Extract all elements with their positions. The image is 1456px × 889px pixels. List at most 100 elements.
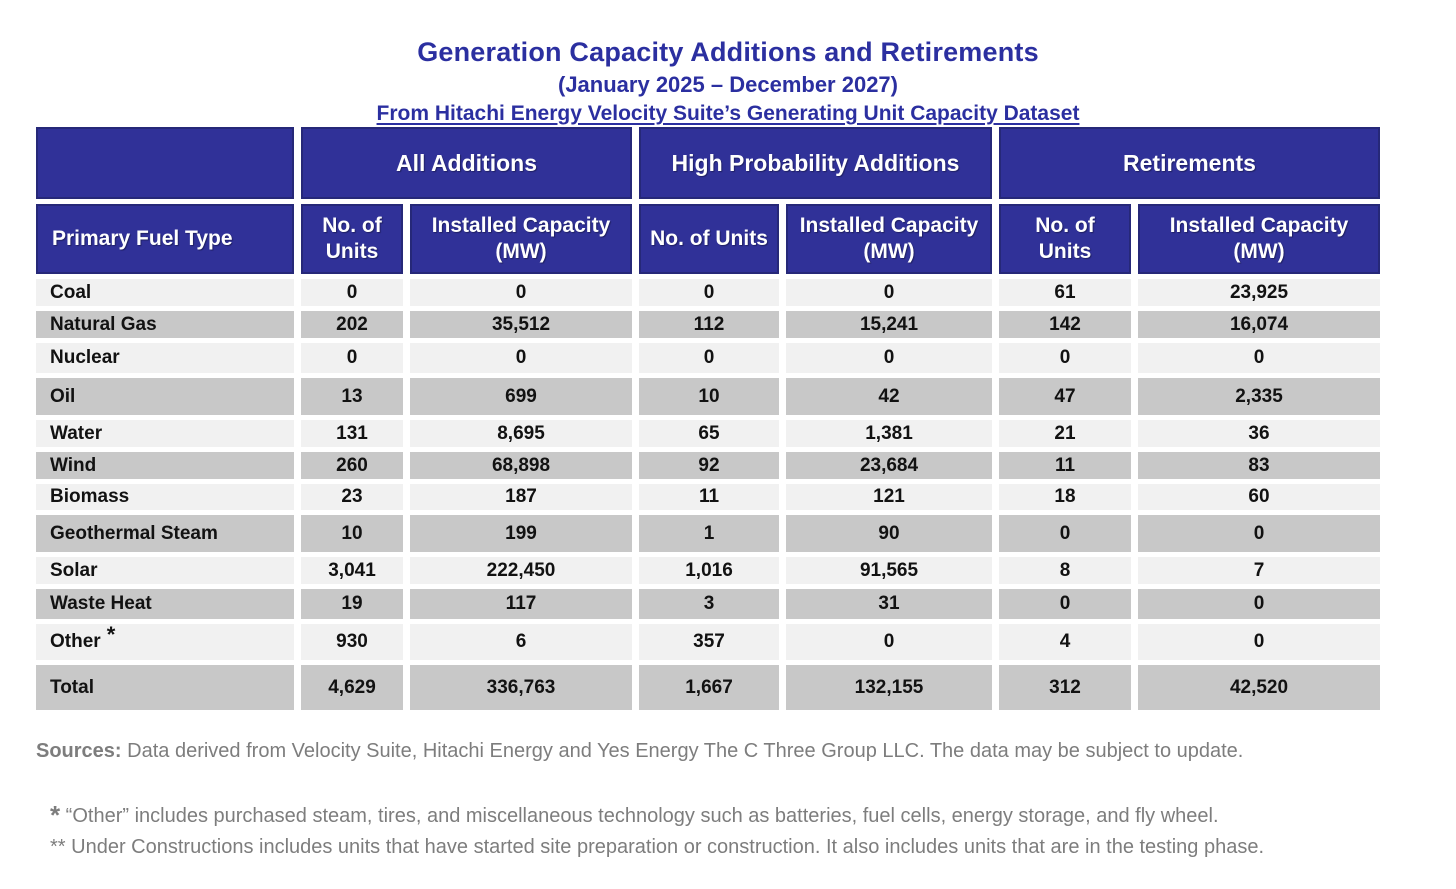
page-title: Generation Capacity Additions and Retire… xyxy=(417,37,1039,67)
footnote-under-construction-text: Under Constructions includes units that … xyxy=(65,836,1265,859)
asterisk-marker: * xyxy=(50,800,61,831)
fuel-cell: Water xyxy=(36,420,294,448)
value-cell: 6 xyxy=(410,624,632,661)
value-cell: 117 xyxy=(410,589,632,620)
value-cell: 42 xyxy=(786,378,992,416)
fuel-label: Biomass xyxy=(50,486,130,508)
value-cell: 83 xyxy=(1138,452,1380,480)
value-cell: 0 xyxy=(999,343,1131,374)
corner-cell xyxy=(36,127,294,200)
column-header-hp-capacity: Installed Capacity (MW) xyxy=(786,204,992,275)
value-cell: 65 xyxy=(639,420,779,448)
fuel-cell: Solar xyxy=(36,557,294,585)
value-cell: 61 xyxy=(999,279,1131,307)
column-header-all-capacity: Installed Capacity (MW) xyxy=(410,204,632,275)
value-cell: 202 xyxy=(301,311,403,339)
value-cell: 31 xyxy=(786,589,992,620)
double-asterisk-marker: ** xyxy=(50,836,66,859)
value-cell: 0 xyxy=(786,343,992,374)
fuel-cell: Total xyxy=(36,665,294,711)
value-cell: 13 xyxy=(301,378,403,416)
value-cell: 68,898 xyxy=(410,452,632,480)
value-cell: 0 xyxy=(301,343,403,374)
value-cell: 92 xyxy=(639,452,779,480)
value-cell: 2,335 xyxy=(1138,378,1380,416)
value-cell: 16,074 xyxy=(1138,311,1380,339)
fuel-label: Oil xyxy=(50,385,76,407)
value-cell: 142 xyxy=(999,311,1131,339)
value-cell: 3 xyxy=(639,589,779,620)
value-cell: 0 xyxy=(301,279,403,307)
column-header-ret-capacity: Installed Capacity (MW) xyxy=(1138,204,1380,275)
fuel-cell: Natural Gas xyxy=(36,311,294,339)
sources-line: Sources: Data derived from Velocity Suit… xyxy=(36,740,1426,763)
value-cell: 0 xyxy=(639,279,779,307)
fuel-label: Waste Heat xyxy=(50,593,152,615)
fuel-label: Other xyxy=(50,631,101,653)
footnote-other: * “Other” includes purchased steam, tire… xyxy=(50,801,1456,832)
value-cell: 0 xyxy=(1138,624,1380,661)
value-cell: 4,629 xyxy=(301,665,403,711)
value-cell: 121 xyxy=(786,484,992,511)
fuel-label: Nuclear xyxy=(50,347,120,369)
value-cell: 0 xyxy=(410,343,632,374)
column-header-hp-units: No. of Units xyxy=(639,204,779,275)
value-cell: 23,925 xyxy=(1138,279,1380,307)
value-cell: 35,512 xyxy=(410,311,632,339)
value-cell: 0 xyxy=(786,279,992,307)
fuel-label: Water xyxy=(50,422,103,444)
group-header-retirements: Retirements xyxy=(999,127,1380,200)
fuel-label: Total xyxy=(50,676,94,698)
column-header-all-units: No. of Units xyxy=(301,204,403,275)
value-cell: 11 xyxy=(999,452,1131,480)
fuel-label: Natural Gas xyxy=(50,313,157,335)
value-cell: 131 xyxy=(301,420,403,448)
page-subtitle-daterange: (January 2025 – December 2027) xyxy=(558,71,898,97)
column-header-primary-fuel-type: Primary Fuel Type xyxy=(36,204,294,275)
value-cell: 0 xyxy=(786,624,992,661)
value-cell: 260 xyxy=(301,452,403,480)
value-cell: 19 xyxy=(301,589,403,620)
group-header-all-additions: All Additions xyxy=(301,127,632,200)
value-cell: 112 xyxy=(639,311,779,339)
sources-text: Data derived from Velocity Suite, Hitach… xyxy=(121,740,1244,763)
value-cell: 0 xyxy=(1138,589,1380,620)
value-cell: 36 xyxy=(1138,420,1380,448)
fuel-cell: Geothermal Steam xyxy=(36,515,294,553)
fuel-label: Solar xyxy=(50,559,98,581)
value-cell: 15,241 xyxy=(786,311,992,339)
value-cell: 132,155 xyxy=(786,665,992,711)
fuel-cell: Wind xyxy=(36,452,294,480)
value-cell: 10 xyxy=(301,515,403,553)
value-cell: 91,565 xyxy=(786,557,992,585)
value-cell: 336,763 xyxy=(410,665,632,711)
value-cell: 930 xyxy=(301,624,403,661)
value-cell: 8,695 xyxy=(410,420,632,448)
page-subtitle-source: From Hitachi Energy Velocity Suite’s Gen… xyxy=(376,101,1080,125)
title-block: Generation Capacity Additions and Retire… xyxy=(0,0,1456,126)
fuel-label: Wind xyxy=(50,454,97,476)
value-cell: 3,041 xyxy=(301,557,403,585)
value-cell: 1,667 xyxy=(639,665,779,711)
value-cell: 357 xyxy=(639,624,779,661)
footnote-other-text: “Other” includes purchased steam, tires,… xyxy=(60,805,1219,828)
value-cell: 7 xyxy=(1138,557,1380,585)
value-cell: 1,016 xyxy=(639,557,779,585)
value-cell: 21 xyxy=(999,420,1131,448)
value-cell: 23 xyxy=(301,484,403,511)
fuel-cell: Oil xyxy=(36,378,294,416)
value-cell: 60 xyxy=(1138,484,1380,511)
value-cell: 0 xyxy=(999,515,1131,553)
value-cell: 23,684 xyxy=(786,452,992,480)
value-cell: 187 xyxy=(410,484,632,511)
fuel-label: Coal xyxy=(50,281,92,303)
value-cell: 90 xyxy=(786,515,992,553)
column-header-ret-units: No. of Units xyxy=(999,204,1131,275)
value-cell: 0 xyxy=(639,343,779,374)
value-cell: 8 xyxy=(999,557,1131,585)
fuel-label: Geothermal Steam xyxy=(50,522,218,544)
capacity-table: All Additions High Probability Additions… xyxy=(36,127,1380,711)
value-cell: 42,520 xyxy=(1138,665,1380,711)
value-cell: 0 xyxy=(410,279,632,307)
group-header-high-probability-additions: High Probability Additions xyxy=(639,127,992,200)
